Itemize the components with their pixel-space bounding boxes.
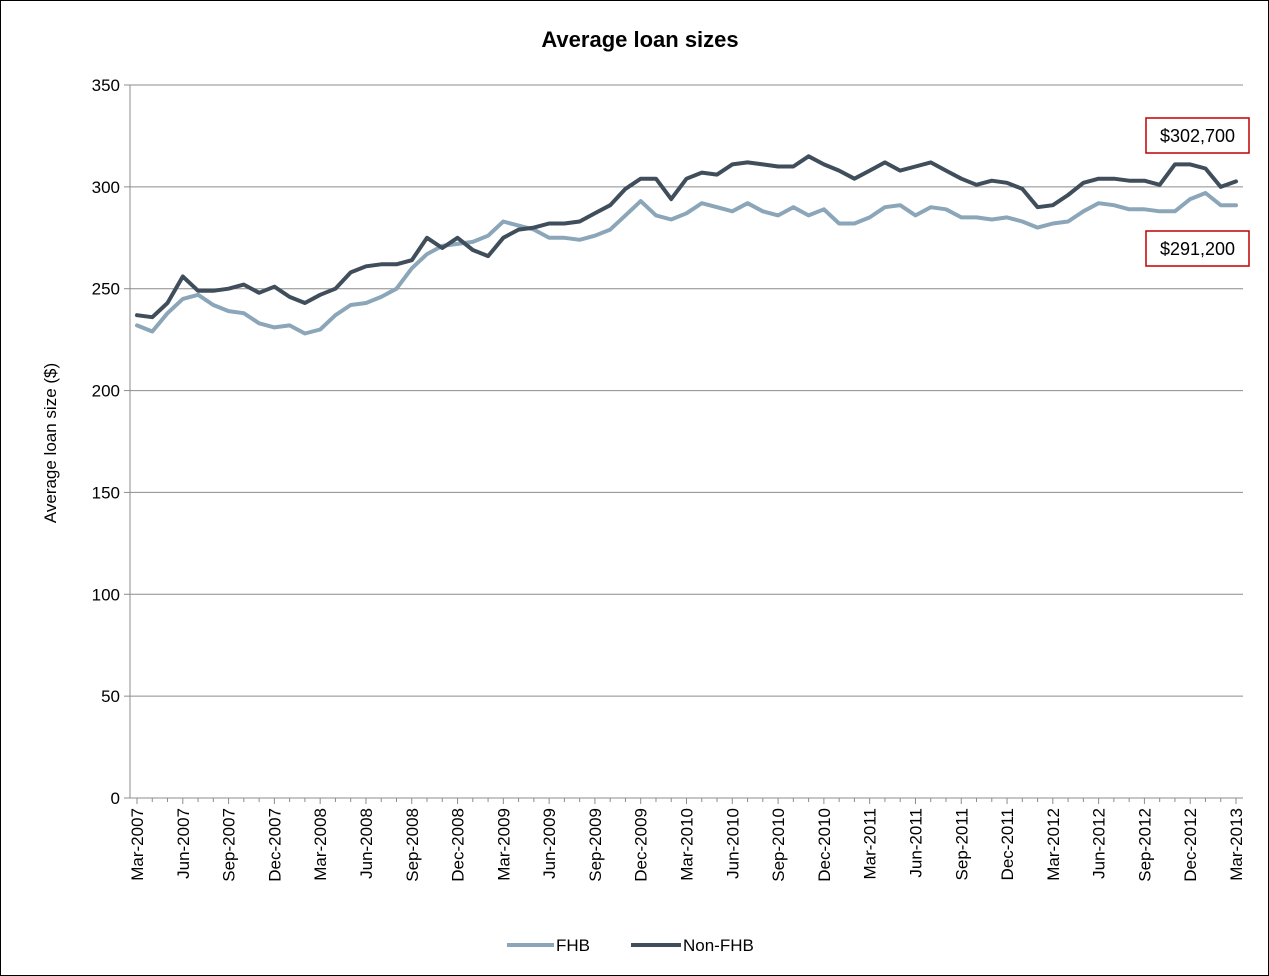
callout-non-fhb: $302,700 [1145,117,1250,154]
callout-label: $291,200 [1160,239,1235,259]
x-tick-label: Dec-2010 [815,808,834,882]
x-axis: Mar-2007 Jun-2007 Sep-2007 Dec-2007 Mar-2008… [128,797,1246,882]
x-tick-label: Dec-2007 [265,808,284,882]
legend: FHB Non-FHB [507,936,754,955]
gridlines [130,84,1243,697]
y-tick-label: 200 [92,382,120,401]
series-line-non-fhb [135,154,1238,320]
x-tick-label: Sep-2009 [586,808,605,882]
x-tick-label: Sep-2011 [952,808,971,880]
x-tick-label: Mar-2010 [678,808,697,881]
x-tick-label: Jun-2011 [906,808,925,878]
y-axis-title: Average loan size ($) [41,363,60,523]
x-tick-label: Jun-2010 [723,808,742,879]
x-tick-label: Jun-2008 [357,808,376,879]
callout-fhb: $291,200 [1145,230,1250,267]
legend-item-non-fhb: Non-FHB [631,936,754,955]
legend-item-fhb: FHB [507,936,590,955]
x-tick-label: Mar-2012 [1044,808,1063,881]
y-tick-label: 350 [92,76,120,95]
y-tick-label: 100 [92,585,120,604]
x-tick-label: Jun-2009 [540,808,559,879]
x-tick-label: Mar-2009 [494,808,513,881]
x-tick-label: Dec-2012 [1181,808,1200,882]
plot-area [135,154,1238,336]
x-tick-label: Mar-2008 [311,808,330,881]
callout-box [1145,117,1250,154]
x-tick-label: Dec-2011 [998,808,1017,880]
chart-title: Average loan sizes [541,27,738,52]
x-tick-label: Dec-2009 [632,808,651,882]
y-tick-label: 150 [92,483,120,502]
x-tick-label: Mar-2007 [128,808,147,881]
x-tick-label: Sep-2010 [769,808,788,882]
y-tick-label: 300 [92,178,120,197]
legend-label: FHB [556,936,590,955]
callouts: $291,200 $302,700 [1145,117,1250,267]
callout-label: $302,700 [1160,126,1235,146]
series-line-fhb [135,191,1238,336]
x-tick-label: Mar-2011 [861,808,880,880]
x-tick-label: Mar-2013 [1227,808,1246,881]
x-tick-label: Jun-2012 [1090,808,1109,879]
y-tick-label: 0 [111,789,120,808]
y-tick-label: 50 [101,687,120,706]
x-tick-label: Jun-2007 [174,808,193,879]
x-tick-label: Sep-2007 [220,808,239,882]
y-tick-label: 250 [92,280,120,299]
legend-label: Non-FHB [683,936,754,955]
y-axis: 0 50 100 150 200 250 300 350 [92,76,131,808]
x-tick-label: Dec-2008 [449,808,468,882]
x-tick-label: Sep-2008 [403,808,422,882]
callout-box [1145,230,1250,267]
x-tick-label: Sep-2012 [1135,808,1154,882]
